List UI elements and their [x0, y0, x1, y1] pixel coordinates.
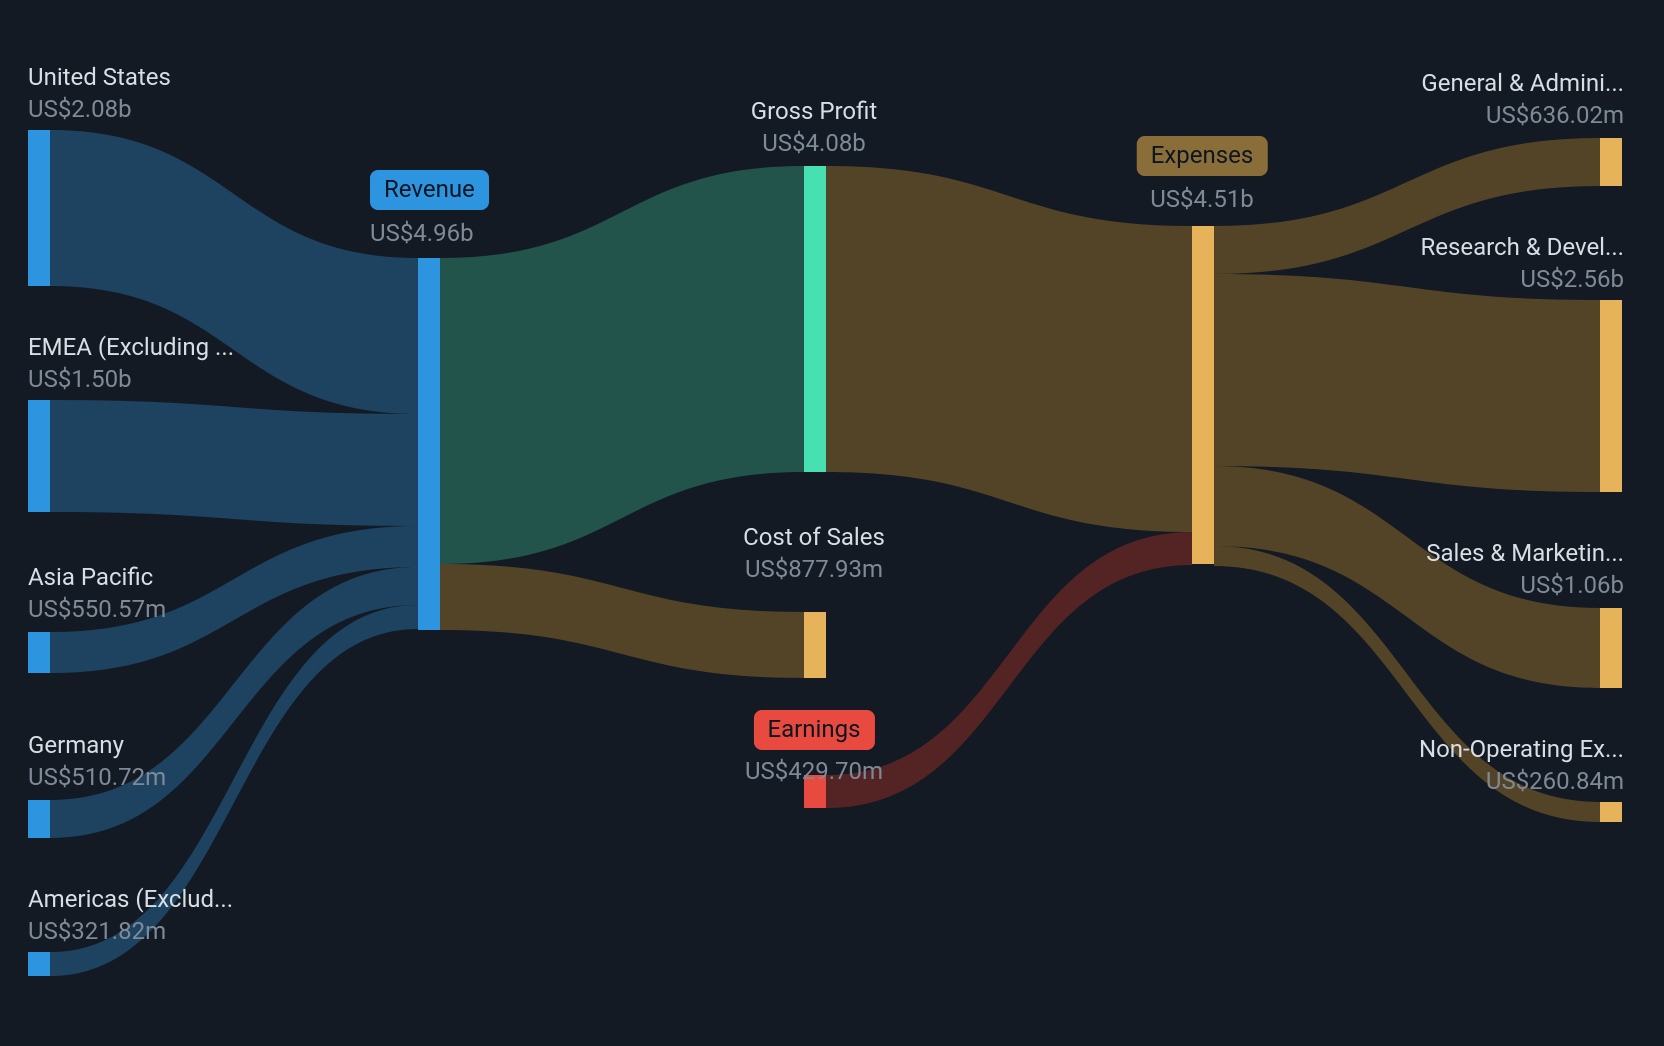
label-value: US$2.08b: [28, 94, 171, 124]
node-rd: [1600, 300, 1622, 492]
node-sm: [1600, 608, 1622, 688]
label-value: US$877.93m: [743, 554, 885, 584]
label-name: Americas (Exclud...: [28, 884, 233, 914]
label-name: Sales & Marketin...: [1426, 538, 1624, 568]
node-asia-pacific: [28, 632, 50, 673]
label-name: Germany: [28, 730, 166, 760]
label-value: US$2.56b: [1420, 264, 1624, 294]
label-name: Non-Operating Ex...: [1419, 734, 1624, 764]
label-expenses: Expenses US$4.51b: [1137, 136, 1268, 214]
sankey-chart: { "type": "sankey", "dimensions": { "wid…: [0, 0, 1664, 1046]
node-nonop: [1600, 802, 1622, 822]
flow-gross_profit-to-expenses: [826, 166, 1192, 532]
label-value: US$1.06b: [1426, 570, 1624, 600]
label-nonop: Non-Operating Ex... US$260.84m: [1419, 734, 1624, 796]
label-value: US$636.02m: [1421, 100, 1624, 130]
label-rd: Research & Devel... US$2.56b: [1420, 232, 1624, 294]
node-germany: [28, 800, 50, 838]
label-name: Asia Pacific: [28, 562, 166, 592]
label-cost-of-sales: Cost of Sales US$877.93m: [743, 522, 885, 584]
label-value: US$321.82m: [28, 916, 233, 946]
label-name: United States: [28, 62, 171, 92]
label-germany: Germany US$510.72m: [28, 730, 166, 792]
node-expenses: [1192, 226, 1214, 564]
label-emea: EMEA (Excluding ... US$1.50b: [28, 332, 234, 394]
flow-expenses-to-rd: [1214, 274, 1600, 492]
pill-expenses: Expenses: [1137, 136, 1268, 176]
label-value: US$550.57m: [28, 594, 166, 624]
node-united-states: [28, 130, 50, 286]
label-ga: General & Admini... US$636.02m: [1421, 68, 1624, 130]
label-value: US$1.50b: [28, 364, 234, 394]
node-cost-of-sales: [804, 612, 826, 678]
node-gross-profit: [804, 166, 826, 472]
label-gross-profit: Gross Profit US$4.08b: [751, 96, 878, 158]
node-revenue: [418, 258, 440, 630]
node-ga: [1600, 138, 1622, 186]
label-value: US$4.96b: [370, 218, 489, 248]
label-revenue: Revenue US$4.96b: [370, 170, 489, 248]
label-name: Cost of Sales: [743, 522, 885, 552]
pill-earnings: Earnings: [753, 710, 874, 750]
label-asia-pacific: Asia Pacific US$550.57m: [28, 562, 166, 624]
label-sm: Sales & Marketin... US$1.06b: [1426, 538, 1624, 600]
flow-revenue-to-gross_profit: [440, 166, 804, 564]
label-value: US$510.72m: [28, 762, 166, 792]
label-name: General & Admini...: [1421, 68, 1624, 98]
label-value: US$4.51b: [1137, 184, 1268, 214]
label-name: EMEA (Excluding ...: [28, 332, 234, 362]
label-name: Gross Profit: [751, 96, 878, 126]
label-value: US$429.70m: [745, 756, 883, 786]
flow-emea-to-revenue: [50, 400, 418, 526]
label-americas: Americas (Exclud... US$321.82m: [28, 884, 233, 946]
pill-revenue: Revenue: [370, 170, 489, 210]
label-value: US$4.08b: [751, 128, 878, 158]
label-earnings: Earnings US$429.70m: [745, 710, 883, 786]
node-emea: [28, 400, 50, 512]
label-united-states: United States US$2.08b: [28, 62, 171, 124]
label-value: US$260.84m: [1419, 766, 1624, 796]
node-americas: [28, 952, 50, 976]
label-name: Research & Devel...: [1420, 232, 1624, 262]
